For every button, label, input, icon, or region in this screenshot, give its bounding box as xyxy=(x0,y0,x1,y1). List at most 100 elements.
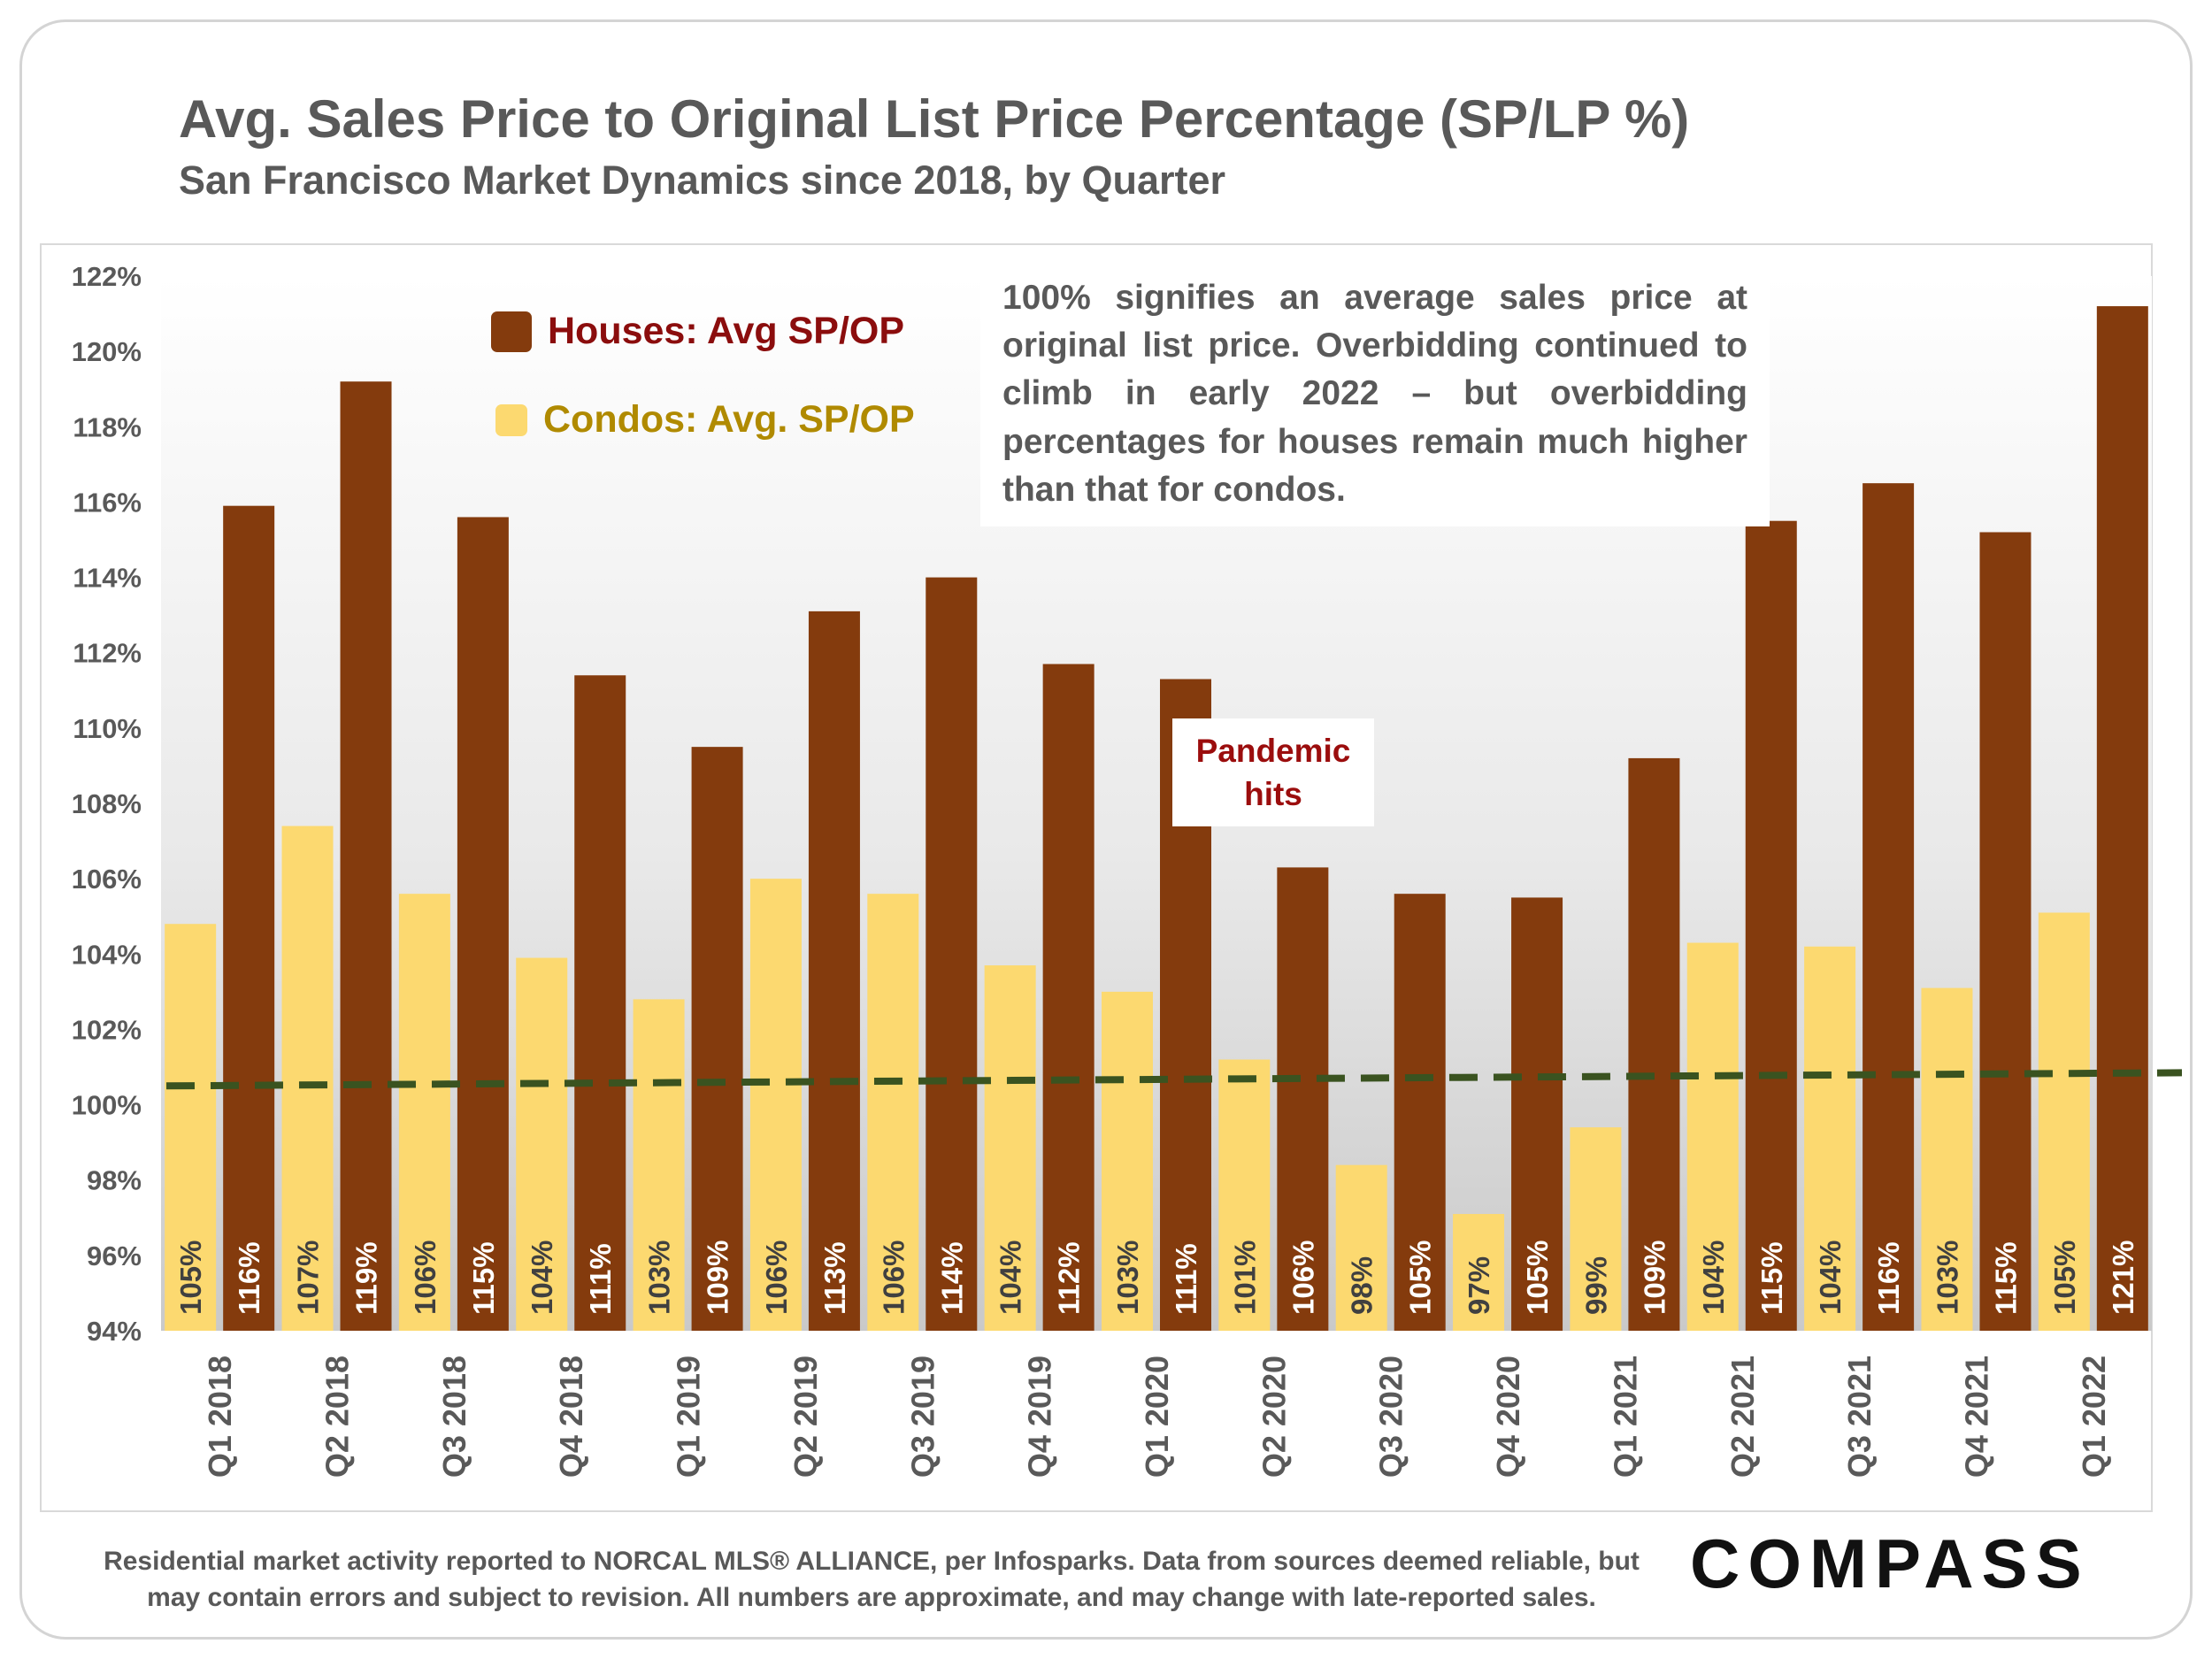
house-value-label: 111% xyxy=(1170,1243,1202,1315)
x-tick-label: Q1 2020 xyxy=(1139,1356,1175,1478)
condo-value-label: 101% xyxy=(1228,1240,1261,1315)
x-tick-label: Q3 2020 xyxy=(1373,1356,1409,1478)
condo-value-label: 105% xyxy=(174,1240,207,1315)
y-tick-label: 100% xyxy=(72,1090,142,1121)
condo-value-label: 103% xyxy=(643,1240,676,1315)
condo-value-label: 104% xyxy=(1814,1240,1847,1315)
y-tick-label: 112% xyxy=(73,638,142,669)
condo-bar xyxy=(2038,912,2090,1331)
legend-condos-label: Condos: Avg. SP/OP xyxy=(543,398,915,441)
house-value-label: 115% xyxy=(467,1241,500,1315)
y-tick-label: 108% xyxy=(72,788,142,819)
condo-value-label: 97% xyxy=(1463,1256,1495,1315)
x-tick-label: Q3 2019 xyxy=(904,1356,941,1478)
bar-value-labels: 105% 116% 107% 119% 106% 115% 104% 111% 103% 109%… xyxy=(174,1240,2139,1315)
x-axis: Q1 2018 Q2 2018 Q3 2018 Q4 2018 Q1 2019 Q2 20… xyxy=(202,1356,2112,1478)
house-bar xyxy=(1979,532,2032,1331)
legend-houses-label: Houses: Avg SP/OP xyxy=(548,310,905,352)
house-bar xyxy=(691,747,743,1331)
y-tick-label: 102% xyxy=(72,1014,142,1045)
house-bar xyxy=(223,505,275,1331)
house-bar xyxy=(2096,306,2148,1331)
house-value-label: 109% xyxy=(702,1240,734,1315)
house-bar xyxy=(1863,483,1915,1331)
condo-value-label: 104% xyxy=(526,1240,558,1315)
condo-bar xyxy=(1804,946,1856,1331)
house-value-label: 119% xyxy=(350,1241,383,1315)
y-tick-label: 120% xyxy=(72,336,142,367)
condo-bar xyxy=(281,826,334,1331)
condo-bar xyxy=(165,924,217,1331)
condo-bar xyxy=(867,894,919,1331)
house-value-label: 112% xyxy=(1053,1241,1086,1315)
condo-bars xyxy=(165,826,2090,1331)
chart-title: Avg. Sales Price to Original List Price … xyxy=(179,89,1690,149)
condo-bar xyxy=(1570,1127,1622,1331)
condo-value-label: 104% xyxy=(1697,1240,1730,1315)
condo-bar xyxy=(1453,1214,1505,1331)
house-value-label: 116% xyxy=(233,1241,265,1315)
house-value-label: 109% xyxy=(1638,1240,1671,1315)
house-value-label: 105% xyxy=(1521,1240,1554,1315)
condo-value-label: 106% xyxy=(409,1240,442,1315)
house-value-label: 113% xyxy=(818,1241,851,1315)
house-value-label: 115% xyxy=(1989,1241,2022,1315)
x-tick-label: Q3 2021 xyxy=(1841,1356,1878,1478)
condo-bar xyxy=(516,957,568,1331)
condo-bar xyxy=(398,894,450,1331)
pandemic-label: Pandemic hits xyxy=(1172,718,1374,827)
house-bar xyxy=(1745,520,1797,1331)
y-tick-label: 114% xyxy=(73,563,142,594)
y-tick-label: 98% xyxy=(87,1165,142,1196)
house-value-label: 105% xyxy=(1404,1240,1437,1315)
house-bar xyxy=(1042,664,1094,1331)
y-tick-label: 94% xyxy=(87,1316,142,1347)
condo-bar xyxy=(1686,942,1739,1331)
x-tick-label: Q4 2020 xyxy=(1490,1356,1526,1478)
y-tick-label: 118% xyxy=(73,411,142,442)
y-tick-label: 116% xyxy=(73,487,142,518)
house-bar xyxy=(808,611,860,1331)
x-tick-label: Q4 2018 xyxy=(553,1356,589,1478)
x-tick-label: Q1 2022 xyxy=(2076,1356,2112,1478)
house-bar xyxy=(457,517,509,1331)
condo-value-label: 106% xyxy=(760,1240,793,1315)
house-bar xyxy=(1511,897,1563,1331)
trend-line xyxy=(165,1069,2183,1090)
x-tick-label: Q4 2019 xyxy=(1022,1356,1058,1478)
condos-swatch xyxy=(495,403,527,436)
x-tick-label: Q3 2018 xyxy=(436,1356,472,1478)
house-bar xyxy=(926,577,978,1331)
house-bars xyxy=(223,306,2148,1332)
condo-value-label: 103% xyxy=(1111,1240,1144,1315)
house-value-label: 115% xyxy=(1755,1241,1788,1315)
x-tick-label: Q2 2020 xyxy=(1256,1356,1292,1478)
legend-houses: Houses: Avg SP/OP xyxy=(491,310,904,353)
x-tick-label: Q2 2021 xyxy=(1724,1356,1761,1478)
x-tick-label: Q2 2018 xyxy=(319,1356,356,1478)
house-value-label: 114% xyxy=(935,1241,968,1315)
house-value-label: 116% xyxy=(1872,1241,1905,1315)
house-bar xyxy=(1394,894,1446,1331)
house-value-label: 121% xyxy=(2107,1240,2139,1315)
y-tick-label: 104% xyxy=(72,939,142,970)
house-bar xyxy=(1628,757,1680,1331)
condo-bar xyxy=(984,965,1036,1331)
compass-logo: COMPASS xyxy=(1690,1525,2090,1602)
x-tick-label: Q1 2021 xyxy=(1607,1356,1643,1478)
annotation-note: 100% signifies an average sales price at… xyxy=(980,265,1770,527)
x-tick-label: Q2 2019 xyxy=(787,1356,824,1478)
legend-condos: Condos: Avg. SP/OP xyxy=(495,398,915,442)
houses-swatch xyxy=(491,311,532,352)
house-bar xyxy=(574,675,626,1331)
house-value-label: 111% xyxy=(584,1243,617,1315)
y-tick-label: 122% xyxy=(72,261,142,292)
y-axis: 94% 96% 98% 100% 102% 104% 106% 108% 110% 112% 114… xyxy=(72,261,142,1347)
condo-value-label: 105% xyxy=(2048,1240,2081,1315)
x-tick-label: Q4 2021 xyxy=(1958,1356,1994,1478)
condo-value-label: 104% xyxy=(995,1240,1027,1315)
house-bar xyxy=(340,381,392,1332)
house-value-label: 106% xyxy=(1286,1240,1319,1315)
y-tick-label: 106% xyxy=(72,864,142,895)
